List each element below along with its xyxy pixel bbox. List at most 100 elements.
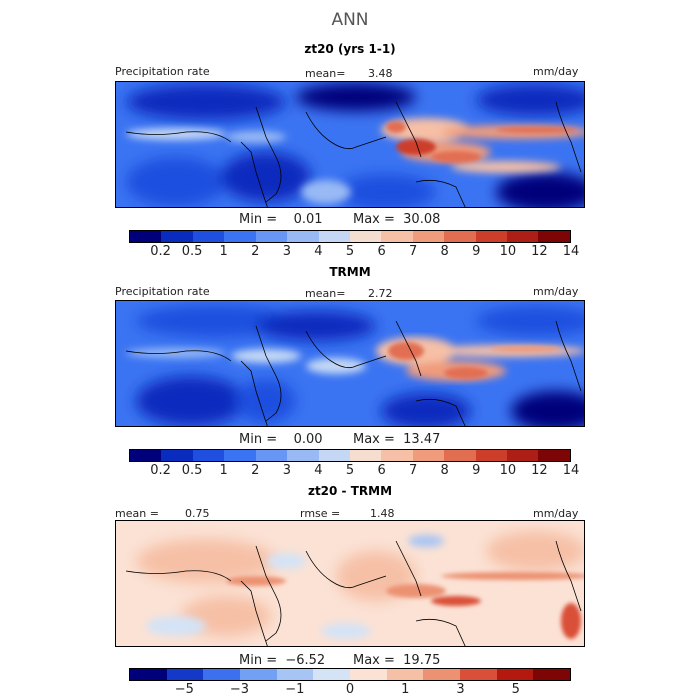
panel2-map <box>115 300 585 427</box>
cbar3-swatch-1 <box>130 669 167 680</box>
cbar2-swatch-10 <box>412 450 445 461</box>
cbar2-tick: 7 <box>408 463 418 478</box>
panel3-units-label: mm/day <box>533 507 579 520</box>
panel1-map <box>115 81 585 208</box>
panel2-mean-label: mean= <box>305 287 346 300</box>
cbar3-tick: 1 <box>401 682 410 697</box>
cbar2-tick: 1 <box>219 463 228 478</box>
panel3-title: zt20 - TRMM <box>307 484 393 498</box>
panel2-dry-regions <box>136 305 584 426</box>
cbar1-tick: 0.2 <box>150 244 171 259</box>
cbar1-swatch-6 <box>287 231 319 242</box>
panel1-max-label: Max = 30.08 <box>353 212 441 227</box>
panel2-coastlines <box>125 320 582 426</box>
cbar1-tick: 10 <box>499 244 517 259</box>
cbar1-swatch-1 <box>130 231 162 242</box>
panel2-heavy-rain <box>388 342 561 379</box>
panel1-units-label: mm/day <box>533 65 579 78</box>
panel1-mean-label: mean= <box>305 67 346 80</box>
panel3-rmse-label: rmse = <box>300 507 341 520</box>
cbar1-swatch-7 <box>318 231 350 242</box>
cbar1-swatch-2 <box>161 231 193 242</box>
panel1-title: zt20 (yrs 1-1) <box>304 42 396 56</box>
cbar2-swatch-4 <box>224 450 256 461</box>
cbar2-tick: 2 <box>251 463 260 478</box>
cbar1-tick: 3 <box>282 244 292 259</box>
cbar2-swatch-9 <box>381 450 413 461</box>
main-title: ANN <box>331 10 369 30</box>
panel2-mean-value: 2.72 <box>368 287 393 300</box>
cbar1-swatch-9 <box>381 231 413 242</box>
cbar1-swatch-11 <box>444 231 476 242</box>
cbar1-swatch-3 <box>192 231 225 242</box>
cbar2-swatch-14 <box>538 450 570 461</box>
panel1-colorbar <box>129 230 571 243</box>
cbar1-swatch-12 <box>475 231 508 242</box>
panel2-units-label: mm/day <box>533 285 579 298</box>
panel2-colorbar-ticks: 0.2 0.5 1 2 3 4 5 6 7 8 9 10 12 14 17 <box>129 463 579 479</box>
cbar1-tick: 14 <box>562 244 580 259</box>
cbar1-tick: 0.5 <box>181 244 203 259</box>
cbar2-swatch-11 <box>444 450 476 461</box>
cbar2-swatch-12 <box>475 450 508 461</box>
panel1-mean-value: 3.48 <box>368 67 393 80</box>
panel1-heavy-rain <box>386 121 576 163</box>
cbar2-swatch-7 <box>318 450 350 461</box>
cbar3-swatch-6 <box>313 669 351 680</box>
cbar3-tick: −3 <box>229 682 250 697</box>
panel1-colorbar-ticks: 0.2 0.5 1 2 3 4 5 6 7 8 9 10 12 14 17 <box>129 244 579 260</box>
cbar1-swatch-10 <box>412 231 445 242</box>
cbar2-swatch-8 <box>349 450 382 461</box>
cbar3-swatch-2 <box>166 669 204 680</box>
cbar2-tick: 10 <box>499 463 517 478</box>
panel3-coastlines <box>125 540 582 646</box>
cbar3-swatch-9 <box>423 669 461 680</box>
cbar1-tick: 4 <box>314 244 323 259</box>
panel1-variable-label: Precipitation rate <box>115 65 210 78</box>
cbar2-swatch-1 <box>130 450 162 461</box>
cbar2-swatch-5 <box>255 450 288 461</box>
cbar1-swatch-13 <box>507 231 539 242</box>
panel3-colorbar-ticks: −5 −3 −1 0 1 3 5 <box>129 682 571 698</box>
panel2-colorbar <box>129 449 571 462</box>
panel3-strong-positive <box>226 572 584 639</box>
cbar2-swatch-2 <box>161 450 193 461</box>
cbar1-swatch-4 <box>224 231 256 242</box>
panel3-min-label: Min = −6.52 <box>239 653 326 668</box>
cbar1-swatch-5 <box>255 231 288 242</box>
cbar2-tick: 12 <box>531 463 548 478</box>
cbar2-tick: 3 <box>282 463 292 478</box>
cbar1-tick: 6 <box>377 244 386 259</box>
cbar2-swatch-3 <box>192 450 225 461</box>
cbar2-tick: 8 <box>440 463 449 478</box>
cbar1-swatch-14 <box>538 231 570 242</box>
cbar2-tick: 5 <box>345 463 355 478</box>
cbar2-tick: 0.5 <box>181 463 203 478</box>
cbar3-swatch-3 <box>203 669 241 680</box>
cbar1-tick: 1 <box>219 244 228 259</box>
panel1-coastlines <box>125 101 582 207</box>
cbar3-tick: 3 <box>456 682 465 697</box>
panel3-rmse-value: 1.48 <box>370 507 395 520</box>
cbar1-tick: 7 <box>408 244 418 259</box>
cbar3-tick: 5 <box>511 682 520 697</box>
panel3-colorbar <box>129 668 571 681</box>
cbar3-swatch-12 <box>533 669 571 680</box>
cbar2-tick: 0.2 <box>150 463 171 478</box>
cbar2-tick: 9 <box>472 463 481 478</box>
panel3-mean-value: 0.75 <box>185 507 210 520</box>
cbar3-tick: −5 <box>174 682 194 697</box>
cbar3-swatch-7 <box>350 669 387 680</box>
panel1-dry-regions <box>126 83 584 207</box>
panel3-negative-regions <box>146 535 444 639</box>
panel2-max-label: Max = 13.47 <box>353 432 441 447</box>
panel3-map <box>115 520 585 647</box>
cbar3-swatch-10 <box>460 669 497 680</box>
cbar2-swatch-6 <box>287 450 319 461</box>
cbar3-swatch-11 <box>496 669 534 680</box>
cbar1-tick: 12 <box>531 244 548 259</box>
cbar3-swatch-4 <box>240 669 277 680</box>
cbar1-swatch-8 <box>349 231 382 242</box>
cbar3-tick: 0 <box>345 682 355 697</box>
cbar1-tick: 2 <box>251 244 260 259</box>
